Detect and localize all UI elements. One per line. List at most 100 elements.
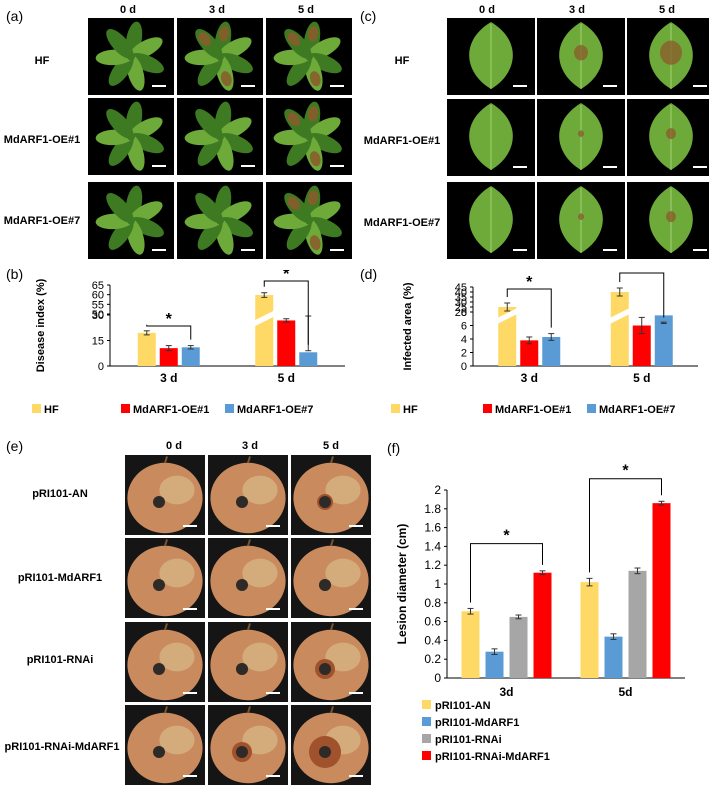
y-tick-label: 35 — [455, 292, 467, 304]
leaflet-blade — [286, 218, 312, 250]
seedling-center — [216, 52, 224, 61]
scale-bar — [266, 525, 280, 527]
scale-bar — [330, 165, 344, 167]
significance-bracket — [470, 543, 543, 603]
scale-bar — [241, 165, 255, 167]
y-axis-label: Lesion diameter (cm) — [395, 524, 409, 645]
bar — [652, 503, 671, 678]
leaflet-blade — [195, 109, 223, 139]
panel-c-label: (c) — [360, 8, 377, 24]
leaflet — [286, 54, 312, 86]
fruit-photo — [208, 705, 288, 785]
scale-bar — [266, 608, 280, 610]
leaflet-blade — [218, 132, 253, 154]
y-tick-label: 30 — [455, 297, 467, 309]
fruit-photo-drawing — [293, 623, 369, 701]
seedling-photo-drawing — [184, 21, 253, 91]
legend-label: MdARF1-OE#1 — [133, 404, 209, 416]
scale-bar — [693, 85, 707, 87]
axis-break — [497, 308, 518, 324]
y-tick-label: 50 — [92, 309, 104, 321]
y-tick-label: 1 — [434, 577, 441, 591]
panel-a-col-3d: 3 d — [209, 4, 225, 16]
leaflet-blade — [307, 132, 342, 154]
scale-bar — [513, 85, 527, 87]
legend-swatch — [483, 404, 492, 413]
leaflet — [284, 109, 312, 139]
fruit-highlight — [325, 475, 361, 505]
significance-bracket — [506, 288, 552, 328]
leaf-photo-drawing — [649, 186, 693, 253]
seedling-photo — [266, 182, 352, 259]
panel-c-col-5d: 5 d — [659, 4, 675, 16]
bar — [277, 320, 296, 366]
y-tick-label: 1.8 — [424, 502, 441, 516]
leaflet-blade — [197, 54, 223, 86]
leaflet — [307, 216, 342, 238]
bar — [137, 332, 156, 366]
leaflet-blade — [197, 218, 223, 250]
fruit-photo-drawing — [127, 539, 203, 617]
fruit-photo — [208, 455, 288, 535]
leaflet-blade — [286, 54, 312, 86]
leaflet — [307, 132, 342, 154]
panel-e-col-5d: 5 d — [323, 440, 339, 452]
leaflet-blade — [307, 52, 342, 74]
y-axis-label: Infected area (%) — [402, 282, 414, 370]
panel-a-col-5d: 5 d — [298, 4, 314, 16]
fruit-highlight — [242, 642, 278, 672]
leaflet-blade — [218, 216, 253, 238]
fruit-photo-drawing — [210, 706, 286, 784]
seedling-center — [305, 216, 313, 225]
seedling-center — [127, 52, 135, 61]
fruit-photo — [125, 705, 205, 785]
bar — [159, 348, 178, 366]
significance-bracket — [619, 272, 665, 318]
leaflet-blade — [129, 132, 164, 154]
leaf-lesion — [574, 44, 588, 61]
scale-bar — [693, 249, 707, 251]
leaflet — [284, 29, 312, 59]
fruit-highlight — [159, 642, 195, 672]
fruit-highlight — [159, 558, 195, 588]
legend-label: MdARF1-OE#1 — [495, 404, 571, 416]
y-tick-label: 0.4 — [424, 633, 441, 647]
panel-c-col-3d: 3 d — [569, 4, 585, 16]
seedling-photo-drawing — [273, 21, 342, 91]
y-tick-label: 30 — [92, 310, 104, 322]
scale-bar — [603, 85, 617, 87]
leaf-lesion — [307, 26, 319, 42]
significance-star: * — [166, 311, 173, 328]
y-tick-label: 8 — [461, 307, 467, 319]
bar — [509, 616, 528, 678]
axis-break — [609, 308, 630, 324]
significance-star: * — [283, 270, 290, 283]
seedling-photo — [177, 98, 263, 175]
leaf-photo — [537, 99, 625, 176]
fruit-inoculation-spot — [236, 496, 248, 508]
scale-bar — [349, 525, 363, 527]
panel-a-row-oe7: MdARF1-OE#7 — [3, 215, 81, 227]
legend-swatch — [422, 751, 431, 760]
leaf-photo — [447, 99, 535, 176]
scale-bar — [152, 249, 166, 251]
scale-bar — [603, 249, 617, 251]
fruit-photo — [291, 538, 371, 618]
x-tick-label: 5d — [618, 685, 632, 699]
fruit-photo-drawing — [210, 456, 286, 534]
leaf-photo — [627, 99, 709, 176]
scale-bar — [266, 775, 280, 777]
seedling-photo-drawing — [95, 185, 164, 255]
leaflet-blade — [286, 134, 312, 166]
x-tick-label: 3d — [499, 685, 513, 699]
leaflet — [195, 109, 223, 139]
leaflet-blade — [129, 52, 164, 74]
leaf-photo — [537, 182, 625, 259]
fruit-photo-drawing — [127, 623, 203, 701]
bar — [628, 570, 647, 678]
fruit-inoculation-spot — [319, 579, 331, 591]
legend-label: pRI101-MdARF1 — [435, 717, 519, 729]
seedling-center — [216, 216, 224, 225]
panel-c-row-oe1: MdARF1-OE#1 — [363, 135, 441, 147]
